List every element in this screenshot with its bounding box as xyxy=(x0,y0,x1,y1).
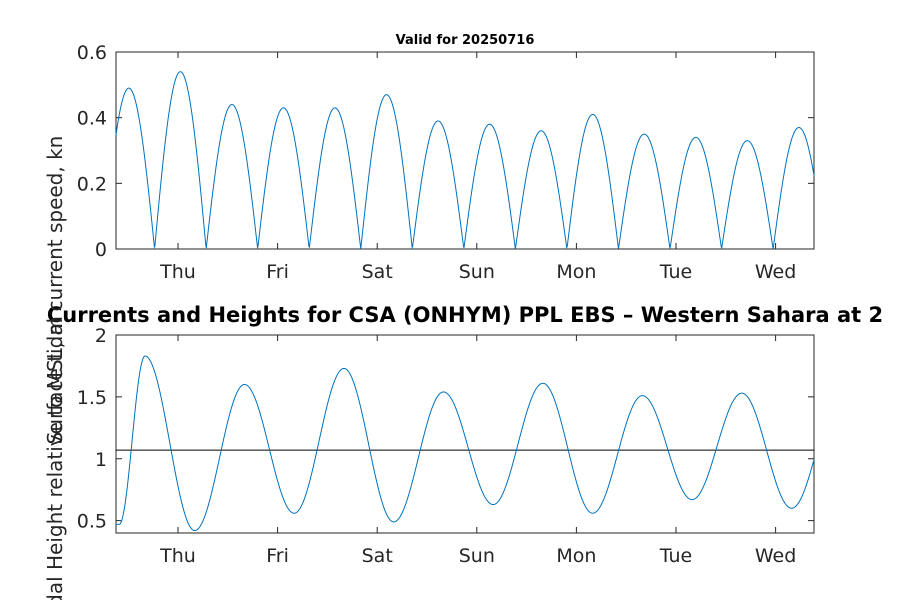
speed-x-tick-label: Mon xyxy=(556,261,596,283)
height-x-tick-label: Wed xyxy=(755,545,796,567)
speed-y-tick-label: 0 xyxy=(95,239,107,261)
height-axis-label: Tidal Height relative to MSL, m xyxy=(43,316,67,600)
speed-chart-title: Valid for 20250716 xyxy=(396,33,535,48)
height-series-line xyxy=(116,355,815,532)
speed-y-tick-label: 0.4 xyxy=(77,108,107,130)
height-y-tick-label: 1.5 xyxy=(77,387,107,409)
speed-axis-label: Surface tidal current speed, kn xyxy=(43,136,67,445)
height-x-tick-label: Sun xyxy=(459,545,495,567)
speed-series-line xyxy=(115,71,815,250)
main-chart-title: Currents and Heights for CSA (ONHYM) PPL… xyxy=(47,303,883,327)
speed-x-tick-label: Thu xyxy=(159,261,196,283)
speed-x-tick-label: Sat xyxy=(362,261,393,283)
speed-x-tick-label: Tue xyxy=(659,261,692,283)
speed-x-tick-label: Fri xyxy=(266,261,289,283)
speed-y-tick-label: 0.2 xyxy=(77,173,107,195)
height-plot-area xyxy=(115,334,815,534)
speed-x-tick-label: Wed xyxy=(755,261,796,283)
height-panel: 0.5 1 1.5 2 Thu Fri Sat Sun Mon Tue Wed xyxy=(77,325,815,567)
speed-plot-area xyxy=(115,51,815,250)
speed-y-tick-label: 0.6 xyxy=(77,42,107,64)
height-x-tick-label: Thu xyxy=(159,545,196,567)
height-x-tick-label: Tue xyxy=(659,545,692,567)
speed-panel: Valid for 20250716 0 0.2 0.4 0.6 Thu Fri Sat S… xyxy=(77,33,815,283)
height-y-tick-label: 1 xyxy=(95,449,107,471)
height-y-tick-label: 0.5 xyxy=(77,511,107,533)
height-x-tick-label: Mon xyxy=(556,545,596,567)
height-x-tick-label: Sat xyxy=(362,545,393,567)
height-y-tick-label: 2 xyxy=(95,325,107,347)
height-x-tick-label: Fri xyxy=(266,545,289,567)
speed-x-tick-label: Sun xyxy=(459,261,495,283)
